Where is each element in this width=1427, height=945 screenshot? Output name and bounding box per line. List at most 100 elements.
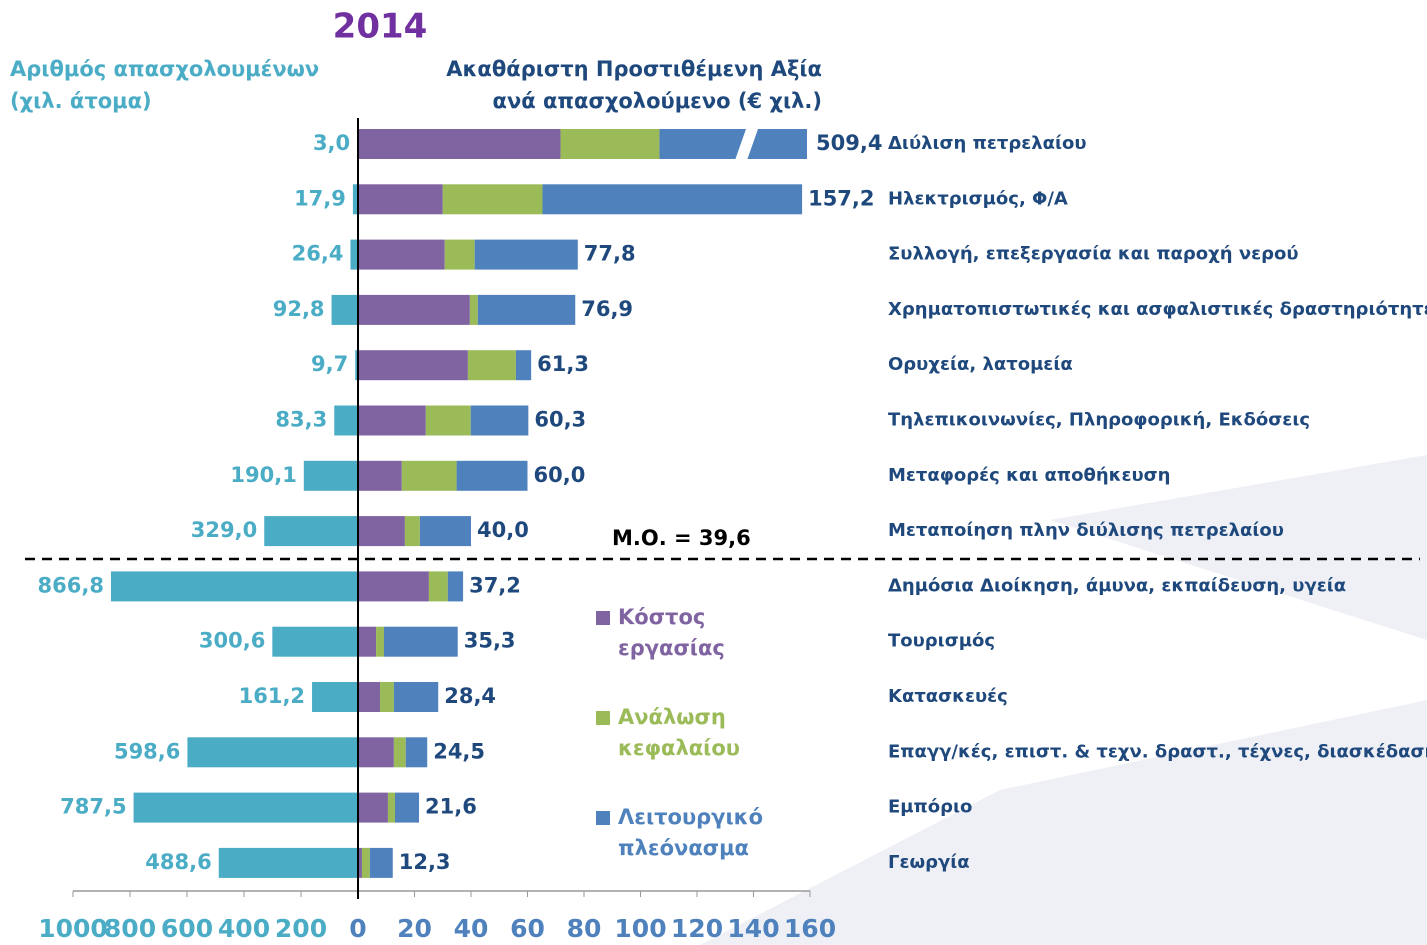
gva-segment	[393, 682, 439, 712]
x-tick-label: 20	[397, 914, 432, 943]
right-title: Ακαθάριστη Προστιθέμενη Αξία	[446, 57, 822, 81]
x-tick-label: 120	[671, 914, 723, 943]
x-tick-label: 400	[218, 914, 270, 943]
x-tick-label: 140	[727, 914, 779, 943]
category-label: Κατασκευές	[888, 686, 1008, 707]
total-label: 35,3	[464, 629, 516, 653]
background-swoosh	[700, 455, 1427, 945]
total-label: 40,0	[477, 518, 529, 542]
right-title: ανά απασχολούμενο (€ χιλ.)	[493, 89, 822, 113]
category-label: Ηλεκτρισμός, Φ/Α	[888, 188, 1068, 209]
gva-segment	[395, 792, 420, 823]
chart-title: 2014	[333, 7, 428, 47]
category-label: Ορυχεία, λατομεία	[888, 354, 1073, 375]
gva-segment	[469, 294, 478, 325]
total-label: 21,6	[425, 795, 477, 819]
employment-label: 787,5	[60, 795, 126, 819]
x-tick-label: 80	[567, 914, 602, 943]
gva-segment	[358, 294, 470, 325]
gva-segment	[393, 737, 406, 768]
employment-bar	[303, 460, 358, 491]
gva-segment	[387, 792, 396, 823]
gva-segment	[358, 350, 468, 381]
gva-segment	[405, 737, 428, 768]
total-label: 157,2	[808, 186, 874, 210]
gva-segment	[358, 184, 443, 215]
x-tick-label: 1000	[38, 914, 108, 943]
gva-segment	[358, 626, 377, 657]
gva-segment	[380, 682, 394, 712]
x-tick-label: 160	[784, 914, 836, 943]
gva-segment	[358, 847, 362, 878]
left-title: Αριθμός απασχολουμένων	[10, 57, 319, 81]
category-label: Δημόσια Διοίκηση, άμυνα, εκπαίδευση, υγε…	[888, 575, 1346, 596]
employment-bar	[352, 184, 358, 215]
x-tick-label: 60	[510, 914, 545, 943]
gva-segment	[358, 405, 426, 436]
employment-label: 83,3	[275, 408, 327, 432]
gva-segment	[542, 184, 803, 215]
employment-bar	[312, 682, 358, 712]
total-label: 24,5	[433, 739, 485, 763]
category-label: Γεωργία	[888, 852, 970, 873]
gva-segment	[444, 239, 475, 270]
employment-label: 300,6	[199, 629, 265, 653]
x-tick-label: 40	[454, 914, 489, 943]
gva-segment	[419, 516, 471, 547]
gva-segment	[560, 129, 660, 159]
gva-segment	[358, 571, 429, 602]
category-label: Επαγγ/κές, επιστ. & τεχν. δραστ., τέχνες…	[888, 741, 1427, 762]
employment-label: 866,8	[38, 573, 104, 597]
gva-segment	[474, 239, 578, 270]
employment-label: 190,1	[230, 463, 296, 487]
left-title: (χιλ. άτομα)	[10, 89, 152, 113]
gva-segment	[428, 571, 448, 602]
legend-label: Ανάλωση κεφαλαίου	[618, 705, 740, 760]
employment-label: 161,2	[239, 684, 305, 708]
category-label: Εμπόριο	[888, 797, 972, 818]
gva-segment	[425, 405, 471, 436]
x-tick-label: 0	[349, 914, 366, 943]
total-label: 509,4	[816, 131, 882, 155]
category-label: Μεταποίηση πλην διύλισης πετρελαίου	[888, 520, 1284, 541]
employment-bar	[331, 294, 358, 325]
gva-segment	[447, 571, 464, 602]
category-label: Τηλεπικοινωνίες, Πληροφορική, Εκδόσεις	[888, 410, 1310, 431]
annotation: Μ.Ο. = 39,6	[612, 526, 751, 550]
employment-bar	[272, 626, 358, 657]
x-tick-label: 200	[275, 914, 327, 943]
gva-segment	[376, 626, 384, 657]
gva-segment	[477, 294, 576, 325]
total-label: 77,8	[584, 242, 636, 266]
employment-bar	[187, 737, 358, 768]
category-label: Τουρισμός	[888, 631, 995, 652]
employment-bar	[334, 405, 358, 436]
total-label: 37,2	[469, 573, 521, 597]
total-label: 76,9	[581, 297, 633, 321]
employment-label: 3,0	[313, 131, 350, 155]
gva-segment	[401, 460, 457, 491]
employment-bar	[350, 239, 358, 270]
employment-label: 329,0	[191, 518, 257, 542]
legend-label: Κόστος εργασίας	[618, 605, 725, 660]
x-tick-label: 800	[104, 914, 156, 943]
category-label: Μεταφορές και αποθήκευση	[888, 465, 1170, 486]
employment-bar	[133, 792, 358, 823]
gva-segment	[659, 129, 807, 159]
gva-segment	[369, 847, 393, 878]
employment-bar	[110, 571, 358, 602]
total-label: 60,0	[534, 463, 586, 487]
employment-label: 598,6	[114, 739, 180, 763]
gva-segment	[404, 516, 420, 547]
category-label: Διύλιση πετρελαίου	[888, 133, 1087, 154]
employment-bar	[218, 847, 358, 878]
total-label: 60,3	[534, 408, 586, 432]
x-tick-label: 100	[614, 914, 666, 943]
employment-label: 488,6	[145, 850, 211, 874]
gva-segment	[358, 737, 394, 768]
employment-label: 92,8	[273, 297, 325, 321]
gva-segment	[358, 792, 388, 823]
employment-label: 9,7	[311, 352, 348, 376]
